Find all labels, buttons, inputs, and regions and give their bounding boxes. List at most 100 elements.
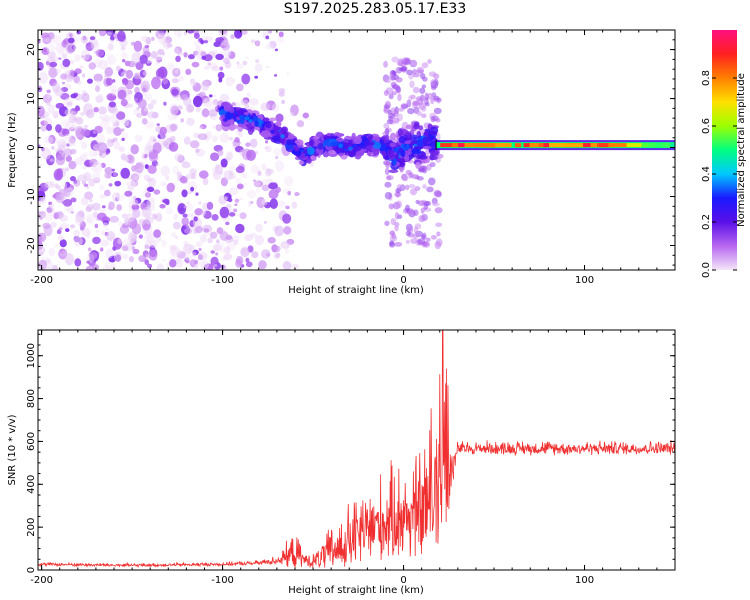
spectrogram-noise-blob	[54, 183, 59, 189]
spectrogram-noise-blob	[226, 151, 233, 161]
spectrogram-noise-blob	[261, 198, 268, 206]
spectrogram-noise-blob	[145, 142, 152, 151]
stable-line-core	[514, 143, 522, 148]
spectrogram-noise-blob	[182, 243, 193, 255]
spectrogram-noise-blob	[245, 56, 250, 60]
spectrogram-noise-blob	[58, 227, 63, 231]
spectrogram-noise-blob	[92, 236, 101, 245]
spectrogram-noise-blob	[388, 203, 395, 210]
spectrogram-noise-blob	[296, 120, 305, 128]
spectrogram-noise-blob	[185, 202, 194, 212]
spectrogram-noise-blob	[244, 233, 254, 242]
spectrogram-noise-blob	[75, 156, 85, 166]
spectrogram-noise-blob	[60, 223, 70, 230]
spectrogram-noise-blob	[129, 234, 136, 244]
spectrogram-noise-blob	[200, 51, 207, 57]
spectrogram-noise-blob	[136, 106, 140, 111]
spectrogram-noise-blob	[225, 221, 230, 226]
spectrogram-noise-blob	[131, 203, 140, 211]
spectrogram-noise-blob	[182, 213, 188, 218]
snr-y-tick-label: 400	[26, 475, 37, 494]
spectrogram-noise-blob	[257, 170, 262, 176]
spectrogram-noise-blob	[138, 255, 147, 263]
spectrogram-noise-blob	[383, 107, 391, 114]
spectrogram-noise-blob	[384, 191, 393, 200]
stable-line-core	[626, 143, 642, 148]
spectrogram-noise-blob	[144, 92, 152, 102]
spectrogram-ridge-blob	[222, 118, 228, 122]
snr-x-tick-label: 100	[575, 575, 594, 586]
spectrogram-noise-blob	[152, 138, 157, 143]
spectrogram-noise-blob	[52, 111, 59, 119]
spectrogram-noise-blob	[267, 237, 276, 244]
spectrogram-noise-blob	[142, 206, 152, 218]
spectrogram-noise-blob	[395, 85, 402, 94]
spectrogram-noise-blob	[190, 186, 195, 192]
spectrogram-noise-blob	[109, 85, 117, 92]
spectrogram-noise-blob	[243, 182, 248, 187]
spectrogram-ridge-blob	[243, 111, 249, 116]
spectrogram-noise-blob	[229, 165, 236, 172]
spectrogram-noise-blob	[64, 167, 70, 172]
spectrogram-noise-blob	[144, 217, 154, 225]
spectrogram-noise-blob	[201, 55, 207, 60]
spectrogram-ridge-blob	[286, 139, 295, 146]
spectrogram-noise-blob	[433, 107, 442, 115]
spectrogram-noise-blob	[412, 234, 419, 239]
spectrogram-noise-blob	[291, 201, 298, 209]
spectrogram-noise-blob	[220, 264, 227, 270]
spectrogram-noise-blob	[106, 139, 114, 148]
spectrogram-noise-blob	[228, 51, 236, 60]
spectrogram-noise-blob	[39, 210, 47, 219]
spectrogram-noise-blob	[46, 207, 53, 213]
spectrogram-noise-blob	[390, 218, 397, 226]
spectrogram-ridge-blob	[294, 147, 300, 152]
spectrogram-noise-blob	[189, 78, 196, 84]
spectrogram-noise-blob	[86, 260, 90, 264]
snr-y-tick-label: 0	[26, 567, 37, 573]
spectrogram-noise-blob	[165, 175, 170, 181]
spectrogram-noise-blob	[391, 232, 396, 240]
spectrogram-noise-blob	[195, 148, 200, 153]
spectrogram-noise-blob	[302, 112, 310, 119]
spectrogram-noise-blob	[49, 61, 58, 68]
spectrogram-noise-blob	[261, 249, 271, 259]
spectrogram-noise-blob	[275, 113, 284, 123]
spectrogram-noise-blob	[282, 213, 292, 224]
spectrogram-noise-blob	[219, 30, 228, 35]
snr-y-tick-label: 200	[26, 518, 37, 537]
spectrogram-noise-blob	[83, 183, 89, 187]
snr-x-axis: -200 -100 0 100	[30, 330, 676, 586]
spectrogram-noise-blob	[183, 97, 192, 107]
spectrogram-noise-blob	[407, 108, 415, 115]
spectrogram-noise-blob	[177, 203, 187, 215]
spectrogram-noise-blob	[430, 79, 436, 87]
spectrogram-noise-blob	[113, 140, 121, 150]
spectrogram-noise-blob	[139, 76, 143, 81]
spectrogram-noise-blob	[384, 127, 390, 136]
spectrogram-noise-blob	[198, 30, 204, 35]
spectrogram-noise-blob	[410, 238, 418, 244]
spectrogram-noise-blob	[395, 76, 403, 83]
stable-line-core	[543, 143, 550, 148]
spectrogram-noise-blob	[89, 36, 96, 41]
spectrogram-noise-blob	[436, 231, 441, 237]
spectrogram-ridge-blob	[404, 140, 411, 145]
spectrogram-noise-blob	[147, 177, 153, 182]
spectrogram-ridge-blob	[231, 124, 239, 130]
spectrogram-noise-blob	[159, 204, 166, 209]
colorbar-tick-label: 0.8	[701, 70, 712, 86]
spectrogram-noise-blob	[65, 155, 73, 162]
spectrogram-noise-blob	[55, 124, 62, 133]
spectrogram-noise-blob	[412, 100, 418, 109]
spectrogram-noise-blob	[78, 210, 85, 218]
spectrogram-noise-blob	[88, 62, 96, 70]
spectrogram-noise-blob	[139, 54, 148, 64]
spectrogram-ridge-blob	[247, 127, 254, 135]
spectrogram-noise-blob	[135, 61, 144, 71]
spectrogram-noise-blob	[120, 71, 126, 78]
spectrogram-ridge-blob	[322, 150, 330, 158]
spectrogram-noise-blob	[412, 86, 420, 94]
spectrogram-noise-blob	[161, 258, 166, 262]
spectrogram-noise-blob	[100, 162, 106, 168]
